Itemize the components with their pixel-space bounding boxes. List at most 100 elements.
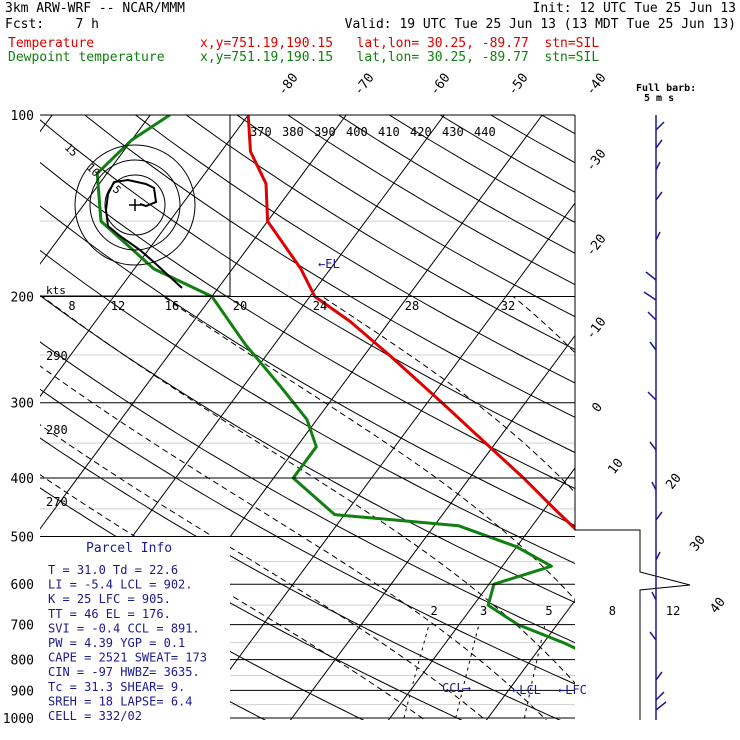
dry-adiabat-280 <box>40 437 561 720</box>
isotherm-label--50: -50 <box>505 71 531 99</box>
pressure-label-500: 500 <box>11 530 34 545</box>
wind-barb-11 <box>651 481 657 491</box>
isotherm-label-40: 40 <box>707 595 728 617</box>
mixing-line-5 <box>524 624 546 719</box>
theta-low-label-270: 270 <box>46 495 68 509</box>
dry-adiabat-450 <box>540 115 575 135</box>
pressure-label-100: 100 <box>11 109 34 124</box>
el-annotation: ←EL <box>318 257 340 271</box>
theta-label-440: 440 <box>474 125 496 139</box>
legend-temperature-info: x,y=751.19,190.15 lat,lon= 30.25, -89.77… <box>200 36 600 51</box>
wind-barb-3 <box>655 191 663 201</box>
theta-label-380: 380 <box>282 125 304 139</box>
dry-adiabat-320 <box>40 249 575 565</box>
parcel-row-0: T = 31.0 Td = 22.6 <box>48 563 178 577</box>
wind-barb-9 <box>647 391 657 401</box>
wind-barb-18 <box>655 701 667 711</box>
plot-right-edge <box>574 115 691 720</box>
dry-adiabat-360 <box>83 115 575 418</box>
parcel-row-4: SVI = -0.4 CCL = 891. <box>48 621 200 635</box>
dry-adiabat-400 <box>286 115 575 286</box>
parcel-row-6: CAPE = 2521 SWEAT= 173 <box>48 651 207 665</box>
wind-barb-6 <box>643 291 657 301</box>
isotherm-20 <box>675 87 740 730</box>
hodo-ring-2 <box>74 144 196 266</box>
mixing-line-20 <box>730 625 740 718</box>
pressure-label-300: 300 <box>11 397 34 412</box>
moist-adiabat-8 <box>40 365 548 720</box>
theta-low-label-290: 290 <box>46 349 68 363</box>
model-title: 3km ARW-WRF -- NCAR/MMM <box>5 1 186 16</box>
pressure-label-200: 200 <box>11 291 34 306</box>
forecast-hour: Fcst: 7 h <box>5 17 99 32</box>
parcel-row-5: PW = 4.39 YGP = 0.1 <box>48 636 185 650</box>
wind-barb-8 <box>649 341 657 351</box>
pressure-label-800: 800 <box>11 654 34 669</box>
theta-label-370: 370 <box>250 125 272 139</box>
hodo-x-label-32: 32 <box>501 299 515 313</box>
moist-adiabat-2 <box>40 424 487 720</box>
isotherm--70 <box>40 115 249 398</box>
wind-barb-17 <box>655 691 665 701</box>
hodo-ring-1 <box>89 159 181 251</box>
parcel-row-8: Tc = 31.3 SHEAR= 9. <box>48 680 185 694</box>
full-barb-label: Full barb: <box>636 83 697 94</box>
isotherm--60 <box>40 115 347 530</box>
moist-adiabat-38 <box>683 297 740 731</box>
pressure-label-900: 900 <box>11 684 34 699</box>
wind-barb-5 <box>645 271 657 281</box>
ccl-annotation: CCL→ <box>442 681 471 695</box>
isotherm--10 <box>387 467 575 720</box>
parcel-box-bg <box>40 537 230 727</box>
legend-temperature: Temperature <box>8 36 95 51</box>
hodo-ring-label-15: 15 <box>62 141 81 160</box>
isotherm-label-0: 0 <box>589 400 606 415</box>
isotherm-label--20: -20 <box>583 232 609 260</box>
mixing-line-3 <box>455 624 480 719</box>
dry-adiabat-470 <box>593 87 740 730</box>
hodograph-trace <box>104 178 183 289</box>
wind-barb-16 <box>655 671 663 681</box>
pressure-label-600: 600 <box>11 578 34 593</box>
theta-low-label-280: 280 <box>46 423 68 437</box>
wind-barb-12 <box>655 511 663 521</box>
theta-label-410: 410 <box>378 125 400 139</box>
hodo-x-label-24: 24 <box>313 299 327 313</box>
isotherm-label--10: -10 <box>583 315 609 343</box>
isotherm--20 <box>289 334 575 720</box>
isotherm-label--40: -40 <box>583 71 609 99</box>
dry-adiabat-340 <box>40 161 575 490</box>
dry-adiabat-410 <box>337 115 575 254</box>
dry-adiabat-290 <box>40 388 575 685</box>
wind-barb-1 <box>655 139 663 149</box>
wind-barb-13 <box>655 551 661 561</box>
mixing-label-3: 3 <box>480 604 487 618</box>
dry-adiabat-300 <box>40 341 575 644</box>
hodo-ring-0 <box>104 174 166 236</box>
isotherm--30 <box>191 202 575 720</box>
parcel-title: Parcel Info <box>86 541 172 556</box>
hodo-x-label-16: 16 <box>165 299 179 313</box>
theta-label-430: 430 <box>442 125 464 139</box>
isotherm-label--60: -60 <box>427 71 453 99</box>
isotherm-label-20: 20 <box>663 471 684 493</box>
pressure-label-700: 700 <box>11 619 34 634</box>
hodo-x-label-28: 28 <box>405 299 419 313</box>
moist-adiabat-20 <box>163 296 575 601</box>
moist-adiabat-14 <box>42 296 575 684</box>
isotherm-label-30: 30 <box>687 533 708 555</box>
parcel-row-1: LI = -5.4 LCL = 902. <box>48 578 193 592</box>
moist-adiabat-32 <box>512 296 575 354</box>
legend-dewpoint-info: x,y=751.19,190.15 lat,lon= 30.25, -89.77… <box>200 50 600 65</box>
mixing-label-5: 5 <box>545 604 552 618</box>
mixing-label-12: 12 <box>666 604 680 618</box>
wind-barb-0 <box>655 121 665 131</box>
init-time: Init: 12 UTC Tue 25 Jun 13 <box>532 1 737 16</box>
parcel-row-2: K = 25 LFC = 905. <box>48 592 171 606</box>
pressure-label-400: 400 <box>11 472 34 487</box>
hodo-x-label-8: 8 <box>68 299 75 313</box>
hodo-x-label-12: 12 <box>111 299 125 313</box>
mixing-line-8 <box>591 625 609 718</box>
moist-adiabat--4 <box>40 474 426 720</box>
